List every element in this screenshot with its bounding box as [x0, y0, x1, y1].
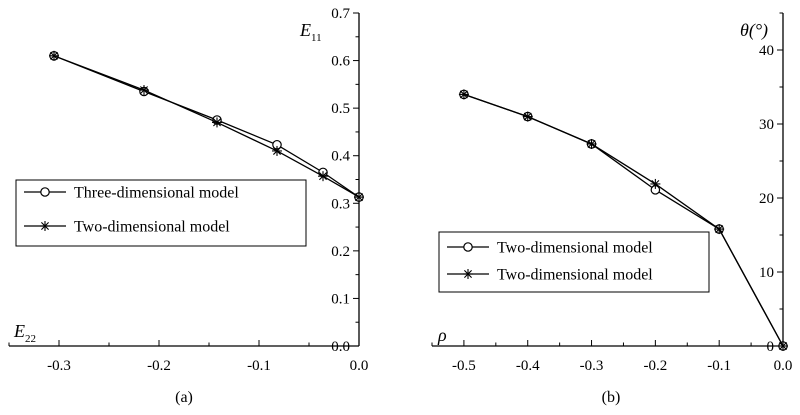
panel-a-y-tick-label: 0.5 [331, 101, 350, 117]
panel-a-x-tick-label: -0.1 [247, 358, 271, 374]
panel-b-legend-marker-2 [463, 269, 473, 279]
panel-b-x-tick-label: -0.3 [580, 358, 604, 374]
panel-b-series-2-point [714, 224, 725, 235]
panel-b-y-tick-label: 40 [759, 43, 774, 59]
panel-a-x-tick-label: -0.3 [47, 358, 71, 374]
panel-a-series-2-point [354, 192, 364, 203]
panel-b-series-2-point [778, 341, 788, 351]
panel-a-series-2-point [318, 171, 328, 182]
panel-b-series-2-line [463, 93, 784, 347]
panel-a-series-2-point [139, 85, 149, 96]
panel-a-series-2-line [53, 55, 360, 198]
panel-a-legend-entry-1: Three-dimensional model [74, 185, 239, 202]
panel-b-y-tick-label: 30 [759, 117, 774, 133]
panel-b-y-tick-label: 20 [759, 191, 774, 207]
panel-a-y-tick-label: 0.4 [331, 149, 350, 165]
panel-a-y-axis-label: E11 [299, 20, 322, 44]
panel-b-label: (b) [602, 389, 621, 406]
panel-a-y-tick-label: 0.3 [331, 196, 350, 212]
panel-b-series-2-point [458, 89, 469, 100]
panel-a-y-tick-label: 0.1 [331, 291, 350, 307]
panel-b: -0.5 -0.4 -0.3 -0.2 -0.1 0.0 0 10 20 30 40 ρ θ(°) Two… [431, 12, 793, 406]
panel-b-x-tick-label: -0.5 [452, 358, 476, 374]
panel-b-x-axis-label: ρ [437, 325, 447, 345]
panel-a-y-tick-label: 0.6 [331, 54, 350, 70]
panel-a-x-axis-label: E22 [13, 321, 36, 345]
panel-a-y-tick-label: 0.2 [331, 244, 350, 260]
panel-b-x-tick-label: -0.4 [516, 358, 540, 374]
panel-b-legend-entry-2: Two-dimensional model [497, 267, 653, 284]
panel-b-legend-box [438, 231, 710, 293]
panel-b-y-tick-label: 0 [767, 339, 775, 355]
panel-b-x-tick-label: 0.0 [774, 358, 793, 374]
panel-b-legend-marker-1 [463, 242, 473, 252]
panel-a-series-2-point [212, 117, 222, 128]
panel-a-legend-entry-2: Two-dimensional model [74, 219, 230, 236]
panel-a: -0.3 -0.2 -0.1 0.00.0 0.1 0.2 0.3 0.4 0.5 0.6 0.7 E… [8, 6, 369, 406]
panel-a-x-tick-label: 0.0 [350, 358, 369, 374]
panel-a-y-tick-label: 0.7 [331, 6, 350, 22]
panel-a-series-1-line [53, 55, 360, 198]
panel-a-legend-marker-1 [40, 187, 50, 197]
panel-b-series-2-point [650, 178, 661, 189]
panel-b-x-tick-label: -0.1 [707, 358, 731, 374]
panel-a-legend: Three-dimensional model Two-dimensional m… [15, 179, 307, 247]
panel-b-series-2-point [522, 111, 533, 122]
panel-a-series-2-point [272, 145, 282, 156]
panel-b-series-1-line [463, 93, 784, 347]
panel-a-x-tick-label: -0.2 [147, 358, 171, 374]
panel-b-x-tick-label: -0.2 [643, 358, 667, 374]
panel-b-y-tick-label: 10 [759, 265, 774, 281]
panel-a-y-tick-label: 0.0 [331, 339, 350, 355]
panel-a-series-2-point [49, 50, 59, 61]
panel-b-legend: Two-dimensional model Two-dimensional mod… [438, 231, 710, 293]
panel-a-legend-marker-2 [40, 221, 50, 231]
panel-b-legend-entry-1: Two-dimensional model [497, 240, 653, 257]
panel-a-legend-box [15, 179, 307, 247]
panel-b-y-axis-label: θ(°) [740, 20, 768, 41]
panel-a-label: (a) [175, 389, 193, 406]
panel-b-series-2-point [586, 138, 597, 149]
